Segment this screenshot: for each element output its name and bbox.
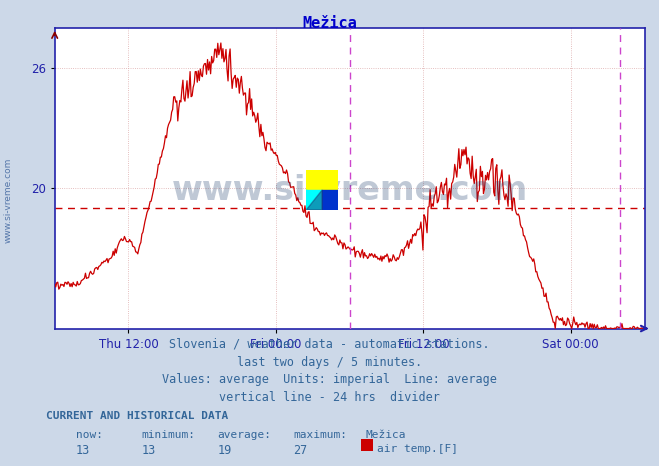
Text: 13: 13 — [142, 444, 156, 457]
Text: CURRENT AND HISTORICAL DATA: CURRENT AND HISTORICAL DATA — [46, 411, 229, 421]
Text: www.si-vreme.com: www.si-vreme.com — [171, 174, 528, 207]
Polygon shape — [306, 190, 322, 210]
Text: minimum:: minimum: — [142, 430, 196, 439]
Text: Mežica: Mežica — [302, 16, 357, 31]
Text: 19: 19 — [217, 444, 232, 457]
Bar — [322, 190, 338, 210]
Text: Slovenia / weather data - automatic stations.: Slovenia / weather data - automatic stat… — [169, 338, 490, 351]
Text: now:: now: — [76, 430, 103, 439]
Polygon shape — [306, 170, 338, 190]
Text: www.si-vreme.com: www.si-vreme.com — [3, 158, 13, 243]
Text: last two days / 5 minutes.: last two days / 5 minutes. — [237, 356, 422, 369]
Text: 27: 27 — [293, 444, 308, 457]
Polygon shape — [306, 190, 322, 210]
Bar — [306, 190, 322, 210]
Text: 13: 13 — [76, 444, 90, 457]
Text: Mežica: Mežica — [366, 430, 406, 439]
Text: average:: average: — [217, 430, 272, 439]
Text: maximum:: maximum: — [293, 430, 347, 439]
Text: air temp.[F]: air temp.[F] — [377, 444, 458, 453]
Bar — [306, 170, 338, 190]
Text: vertical line - 24 hrs  divider: vertical line - 24 hrs divider — [219, 391, 440, 404]
Text: Values: average  Units: imperial  Line: average: Values: average Units: imperial Line: av… — [162, 373, 497, 386]
